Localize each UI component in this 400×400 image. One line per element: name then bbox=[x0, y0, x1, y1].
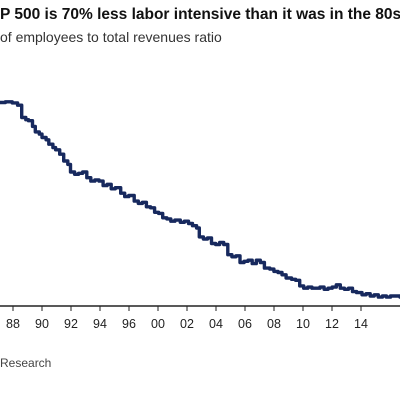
x-tick-label: 92 bbox=[64, 317, 78, 331]
x-tick-label: 06 bbox=[238, 317, 252, 331]
x-tick-label: 90 bbox=[35, 317, 49, 331]
x-tick-label: 14 bbox=[354, 317, 368, 331]
x-tick-label: 10 bbox=[296, 317, 310, 331]
x-tick-label: 88 bbox=[6, 317, 20, 331]
chart-title: P 500 is 70% less labor intensive than i… bbox=[0, 6, 400, 23]
chart-subtitle: of employees to total revenues ratio bbox=[0, 29, 222, 45]
x-tick-label: 94 bbox=[93, 317, 107, 331]
x-tick-label: 04 bbox=[209, 317, 223, 331]
x-tick-label: 02 bbox=[180, 317, 194, 331]
source-note: Research bbox=[0, 356, 52, 370]
x-tick-label: 96 bbox=[122, 317, 136, 331]
x-tick-label: 08 bbox=[267, 317, 281, 331]
series-line bbox=[0, 100, 400, 299]
x-tick-label: 00 bbox=[151, 317, 165, 331]
x-tick-label: 12 bbox=[325, 317, 339, 331]
